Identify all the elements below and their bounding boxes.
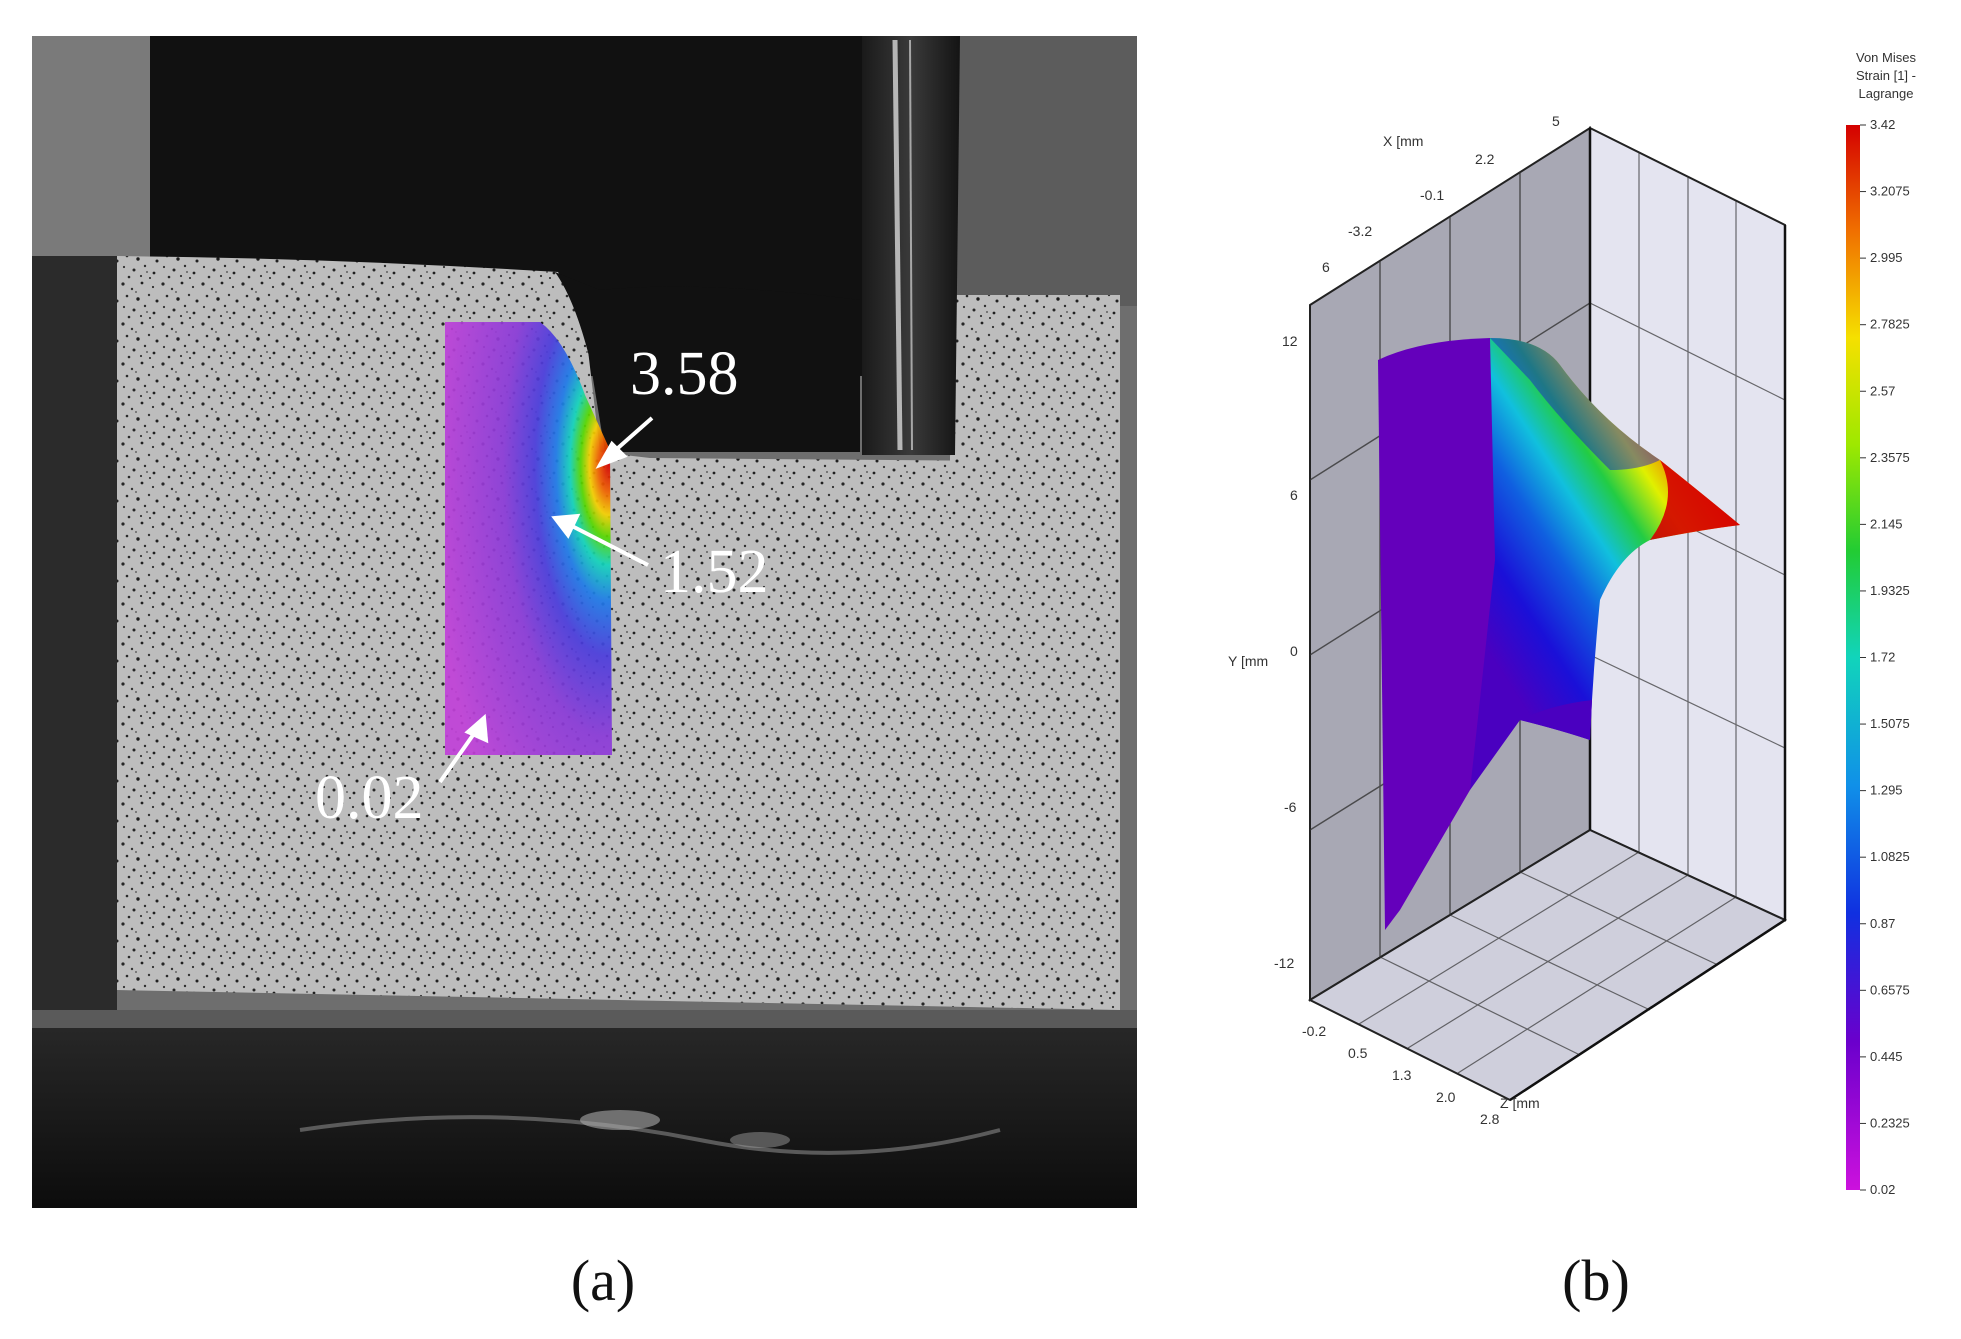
z-tick-4: 2.8 [1480,1111,1500,1127]
y-tick-4: -12 [1274,955,1294,971]
colorbar-title-line-3: Lagrange [1859,86,1914,101]
panel-a-label: (a) [571,1248,635,1313]
colorbar-title-line-2: Strain [1] - [1856,68,1916,83]
colorbar-tick-label: 1.5075 [1870,716,1910,731]
z-tick-1: 0.5 [1348,1045,1368,1061]
panel-a-photo [32,36,1137,1208]
annotation-max: 3.58 [630,340,739,408]
colorbar-tick-label: 0.2325 [1870,1115,1910,1130]
colorbar-tick-label: 0.87 [1870,916,1895,931]
y-tick-3: -6 [1284,799,1297,815]
colorbar-tick-label: 3.42 [1870,117,1895,132]
speckled-specimen [117,256,1120,1010]
x-axis-label: X [mm [1383,133,1423,149]
colorbar-tick-label: 1.295 [1870,783,1903,798]
colorbar-tick-label: 2.3575 [1870,450,1910,465]
annotation-arrows [438,416,654,784]
annotation-min: 0.02 [315,764,424,832]
y-tick-1: 6 [1290,487,1298,503]
strain-surface-flat [1378,338,1510,930]
colorbar-title-line-1: Von Mises [1856,50,1916,65]
colorbar-gradient [1846,125,1860,1190]
fixture-base [32,1010,1137,1208]
colorbar-tick-label: 2.7825 [1870,317,1910,332]
z-tick-2: 1.3 [1392,1067,1412,1083]
annotation-mid: 1.52 [660,538,769,606]
x-tick-3: 5 [1552,113,1560,129]
colorbar-tick-label: 1.9325 [1870,583,1910,598]
y-tick-2: 0 [1290,643,1298,659]
x-tick-1: -0.1 [1420,187,1444,203]
z-axis-label: Z [mm [1500,1095,1540,1111]
axes-labels: X [mm -3.2 -0.1 2.2 5 6 Y [mm 12 6 0 -6 … [1228,113,1560,1127]
colorbar-tick-label: 2.57 [1870,383,1895,398]
panel-b-3d-plot [1307,126,1788,1102]
colorbar-ticks: 3.42 3.2075 2.995 2.7825 2.57 2.3575 2.145 1.93… [1860,117,1910,1197]
colorbar-tick-label: 0.445 [1870,1049,1903,1064]
colorbar-tick-label: 2.145 [1870,516,1903,531]
panel-b-label: (b) [1562,1248,1630,1313]
colorbar-tick-label: 0.6575 [1870,982,1910,997]
colorbar-tick-label: 1.72 [1870,650,1895,665]
top-tick: 6 [1322,259,1330,275]
colorbar-tick-label: 1.0825 [1870,849,1910,864]
colorbar-tick-label: 2.995 [1870,250,1903,265]
dic-strain-overlay [445,322,612,755]
colorbar-tick-label: 3.2075 [1870,184,1910,199]
colorbar: Von Mises Strain [1] - Lagrange 3.42 3.20… [1846,50,1916,1197]
grid-lines-floor [1358,851,1737,1074]
arrow-mid [569,523,649,567]
x-tick-0: -3.2 [1348,223,1372,239]
strain-surface-curved [1470,338,1740,790]
arrow-min [438,726,480,784]
y-tick-0: 12 [1282,333,1298,349]
arrow-max-head [595,440,628,469]
colorbar-tick-label: 0.02 [1870,1182,1895,1197]
z-tick-0: -0.2 [1302,1023,1326,1039]
x-tick-2: 2.2 [1475,151,1495,167]
arrow-mid-head [551,513,581,539]
arrow-min-head [464,713,489,744]
z-tick-3: 2.0 [1436,1089,1456,1105]
y-axis-label: Y [mm [1228,653,1268,669]
